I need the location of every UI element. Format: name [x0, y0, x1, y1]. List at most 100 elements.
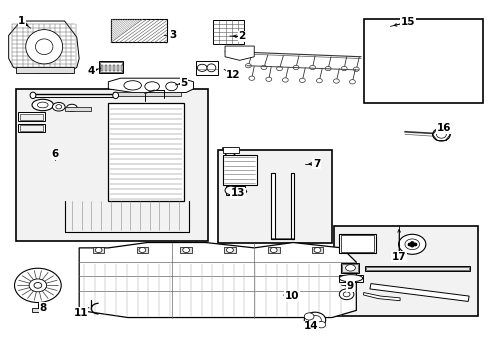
Text: 2: 2: [238, 31, 245, 41]
Ellipse shape: [409, 242, 414, 247]
Ellipse shape: [304, 312, 325, 328]
Ellipse shape: [316, 78, 322, 83]
Bar: [32, 308, 43, 312]
Bar: [108, 103, 183, 202]
Ellipse shape: [265, 77, 271, 81]
Ellipse shape: [113, 92, 118, 99]
Ellipse shape: [345, 265, 355, 271]
Ellipse shape: [304, 313, 313, 320]
Bar: [105, 65, 107, 71]
Ellipse shape: [226, 248, 233, 252]
Ellipse shape: [325, 66, 330, 71]
Text: 1: 1: [18, 16, 25, 26]
Ellipse shape: [341, 66, 346, 71]
Bar: [222, 155, 256, 185]
Ellipse shape: [197, 64, 206, 71]
Ellipse shape: [238, 189, 246, 194]
Ellipse shape: [35, 39, 53, 55]
Ellipse shape: [52, 103, 65, 111]
Bar: [16, 67, 74, 73]
Bar: [99, 61, 122, 73]
Ellipse shape: [30, 92, 36, 99]
Ellipse shape: [292, 65, 298, 69]
Bar: [225, 186, 245, 195]
Text: 15: 15: [400, 17, 414, 27]
Bar: [111, 19, 166, 42]
Bar: [224, 247, 235, 253]
Ellipse shape: [436, 131, 446, 138]
Ellipse shape: [313, 248, 320, 252]
Bar: [100, 62, 122, 72]
Polygon shape: [79, 243, 356, 318]
Ellipse shape: [32, 99, 53, 111]
Ellipse shape: [308, 315, 321, 325]
Bar: [290, 173, 293, 239]
Ellipse shape: [206, 64, 215, 72]
Bar: [222, 147, 238, 153]
Ellipse shape: [333, 79, 339, 83]
Text: 16: 16: [436, 123, 450, 133]
Bar: [109, 65, 111, 71]
Ellipse shape: [339, 289, 353, 300]
Ellipse shape: [245, 64, 251, 68]
Ellipse shape: [183, 248, 189, 252]
Text: 5: 5: [180, 78, 187, 88]
Ellipse shape: [224, 186, 236, 195]
Bar: [120, 65, 122, 71]
Ellipse shape: [353, 67, 359, 71]
Ellipse shape: [316, 321, 325, 328]
Ellipse shape: [261, 65, 266, 69]
Ellipse shape: [139, 248, 145, 252]
Bar: [20, 113, 43, 120]
Bar: [271, 173, 274, 239]
Ellipse shape: [34, 283, 41, 288]
Bar: [136, 247, 148, 253]
Ellipse shape: [37, 102, 48, 108]
Text: 3: 3: [168, 30, 176, 40]
Ellipse shape: [66, 104, 77, 111]
Polygon shape: [363, 293, 399, 301]
Bar: [196, 61, 217, 75]
Bar: [113, 92, 181, 96]
Text: 7: 7: [312, 159, 320, 169]
Polygon shape: [224, 46, 254, 60]
Bar: [20, 125, 43, 131]
Ellipse shape: [404, 239, 419, 249]
Bar: [341, 235, 373, 252]
Bar: [366, 267, 468, 270]
Ellipse shape: [432, 128, 449, 141]
Bar: [341, 264, 358, 272]
Text: 14: 14: [304, 321, 318, 332]
Text: 17: 17: [391, 252, 406, 262]
Ellipse shape: [349, 80, 355, 84]
Text: 11: 11: [73, 308, 88, 318]
Bar: [363, 19, 482, 103]
Polygon shape: [108, 78, 193, 93]
Polygon shape: [9, 21, 79, 73]
Ellipse shape: [144, 82, 159, 91]
Bar: [93, 247, 104, 253]
Ellipse shape: [56, 105, 61, 109]
Ellipse shape: [15, 268, 61, 302]
Text: 8: 8: [39, 302, 46, 312]
Ellipse shape: [29, 279, 46, 292]
Ellipse shape: [26, 30, 62, 64]
Text: 9: 9: [346, 281, 353, 291]
Text: 6: 6: [51, 149, 59, 159]
Bar: [339, 275, 362, 282]
Bar: [365, 266, 468, 271]
Bar: [113, 65, 115, 71]
Polygon shape: [369, 284, 468, 301]
Ellipse shape: [270, 248, 277, 252]
Bar: [267, 247, 279, 253]
Bar: [217, 150, 331, 243]
Bar: [311, 247, 323, 253]
Text: 13: 13: [230, 188, 245, 198]
Bar: [180, 247, 192, 253]
Ellipse shape: [276, 66, 282, 71]
Bar: [116, 65, 119, 71]
Bar: [16, 89, 207, 241]
Ellipse shape: [339, 275, 362, 282]
Bar: [339, 234, 375, 253]
Bar: [19, 112, 45, 121]
